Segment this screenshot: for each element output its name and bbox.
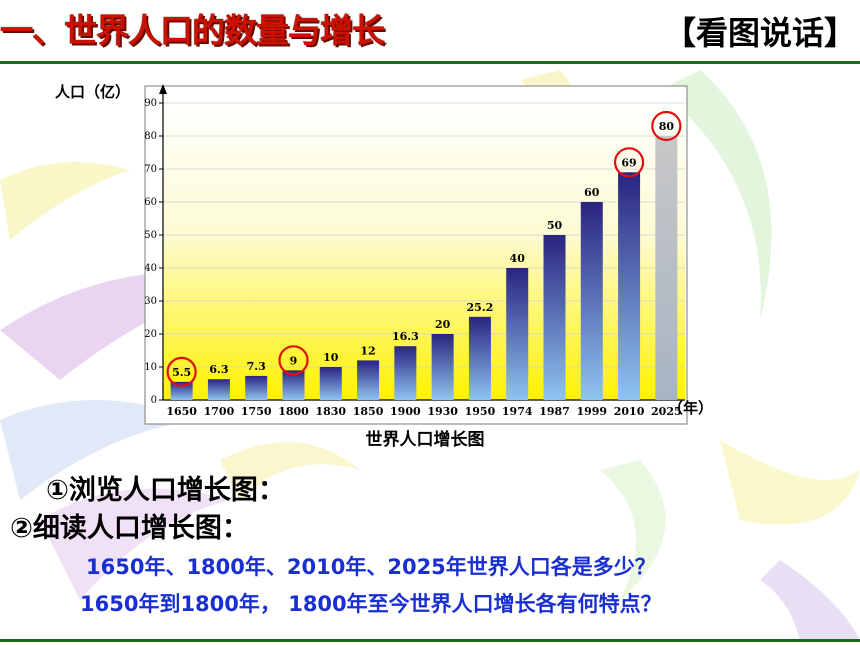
x-tick-label: 1930 xyxy=(427,405,458,418)
highlight-circle xyxy=(166,356,197,387)
highlight-circle xyxy=(278,345,309,376)
x-axis-label: （年） xyxy=(668,399,713,417)
data-label: 6.3 xyxy=(209,363,228,376)
x-tick-label: 1650 xyxy=(166,405,197,418)
x-tick-label: 2025 xyxy=(651,405,682,418)
x-tick-label: 1750 xyxy=(241,405,272,418)
bar xyxy=(357,360,380,400)
data-label: 60 xyxy=(584,186,600,199)
x-tick-label: 1700 xyxy=(204,405,235,418)
y-tick-label: 50 xyxy=(144,230,157,241)
bar xyxy=(580,202,603,400)
y-tick-label: 10 xyxy=(144,362,157,373)
x-tick-label: 1800 xyxy=(278,405,309,418)
question-1: ①浏览人口增长图： xyxy=(46,475,285,506)
top-divider xyxy=(0,61,860,64)
bar xyxy=(655,136,678,400)
data-label: 20 xyxy=(435,318,451,331)
y-tick-label: 70 xyxy=(144,164,157,175)
bar xyxy=(207,379,230,400)
y-tick-label: 0 xyxy=(151,395,157,406)
data-label: 12 xyxy=(360,344,375,357)
bar xyxy=(506,268,529,400)
bottom-divider xyxy=(0,639,860,642)
question-4: 1650年到1800年， 1800年至今世界人口增长各有何特点？ xyxy=(80,592,662,616)
chart-title: 世界人口增长图 xyxy=(366,429,485,450)
bar xyxy=(543,235,566,400)
bar xyxy=(245,375,268,400)
bar xyxy=(431,334,454,400)
data-label: 16.3 xyxy=(392,330,419,343)
data-label: 5.5 xyxy=(172,366,191,379)
x-tick-label: 1999 xyxy=(576,405,607,418)
x-tick-label: 1850 xyxy=(353,405,384,418)
data-label: 7.3 xyxy=(247,360,266,373)
y-tick-label: 20 xyxy=(144,329,157,340)
x-tick-label: 1950 xyxy=(465,405,496,418)
data-label: 50 xyxy=(547,219,563,232)
data-label: 10 xyxy=(323,351,339,364)
question-3: 1650年、1800年、2010年、2025年世界人口各是多少？ xyxy=(86,555,656,579)
plot-area xyxy=(163,100,685,400)
question-2: ②细读人口增长图： xyxy=(10,513,249,544)
bar xyxy=(394,346,417,400)
y-tick-label: 80 xyxy=(144,131,157,142)
y-tick-label: 90 xyxy=(144,98,157,109)
data-label: 80 xyxy=(659,120,675,133)
x-tick-label: 1987 xyxy=(539,405,570,418)
data-label: 9 xyxy=(290,354,298,367)
y-tick-label: 30 xyxy=(144,296,157,307)
x-tick-label: 2010 xyxy=(614,405,645,418)
bar xyxy=(170,381,193,400)
section-tag: 【看图说话】 xyxy=(663,14,856,52)
bar xyxy=(618,172,641,400)
y-axis-label: 人口（亿） xyxy=(55,83,130,101)
y-tick-label: 40 xyxy=(144,263,157,274)
y-axis-arrow xyxy=(159,84,167,94)
bar xyxy=(319,367,342,400)
data-label: 25.2 xyxy=(467,301,494,314)
x-tick-label: 1974 xyxy=(502,405,533,418)
y-tick-label: 60 xyxy=(144,197,157,208)
highlight-circle xyxy=(613,147,645,178)
data-label: 40 xyxy=(510,252,526,265)
x-tick-label: 1830 xyxy=(315,405,346,418)
data-label: 69 xyxy=(621,156,636,169)
bar xyxy=(282,370,305,400)
highlight-circle xyxy=(651,110,682,142)
x-tick-label: 1900 xyxy=(390,405,421,418)
page-title: 一、世界人口的数量与增长 xyxy=(0,11,385,50)
bar xyxy=(468,316,491,400)
